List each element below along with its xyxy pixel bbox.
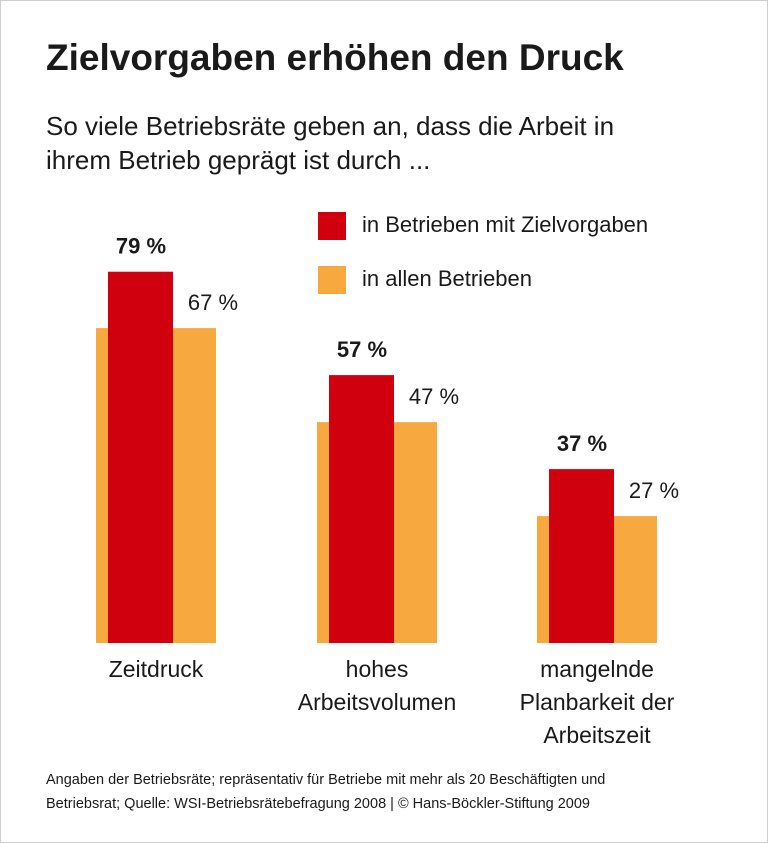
footnote: Betriebsrat; Quelle: WSI-Betriebsrätebef… (46, 796, 590, 812)
footnote: Angaben der Betriebsräte; repräsentativ … (46, 772, 605, 788)
subtitle: So viele Betriebsräte geben an, dass die… (46, 111, 614, 141)
value-label: 67 % (188, 290, 238, 315)
legend-label: in Betrieben mit Zielvorgaben (362, 212, 648, 237)
legend-swatch (318, 266, 346, 294)
value-label: 79 % (116, 234, 166, 259)
chart-title: Zielvorgaben erhöhen den Druck (46, 37, 624, 78)
x-tick-label: Zeitdruck (109, 656, 204, 682)
legend-label: in allen Betrieben (362, 266, 532, 291)
subtitle: ihrem Betrieb geprägt ist durch ... (46, 145, 430, 175)
value-label: 27 % (629, 478, 679, 503)
x-tick-label: hohes Arbeitsvolumen (298, 656, 457, 715)
x-tick-label: mangelnde Planbarkeit der Arbeitszeit (520, 656, 675, 748)
value-label: 37 % (557, 431, 607, 456)
value-label: 57 % (337, 337, 387, 362)
bar (549, 469, 614, 643)
value-label: 47 % (409, 384, 459, 409)
bar (108, 271, 173, 643)
legend-swatch (318, 212, 346, 240)
bar (329, 375, 394, 643)
